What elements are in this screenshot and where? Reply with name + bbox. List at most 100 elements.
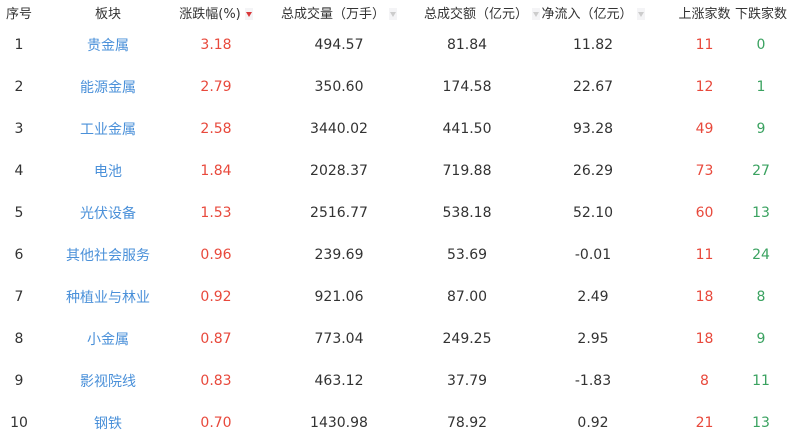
header-amount-label: 总成交额（亿元） bbox=[424, 6, 529, 22]
cell-change: 0.92 bbox=[200, 289, 232, 305]
table-row[interactable]: 7 种植业与林业 0.92 921.06 87.00 2.49 18 8 bbox=[0, 276, 789, 318]
cell-down-count: 11 bbox=[752, 373, 770, 389]
cell-down-count: 27 bbox=[752, 163, 770, 179]
cell-netflow: 11.82 bbox=[572, 37, 614, 53]
cell-volume: 350.60 bbox=[314, 79, 364, 95]
table-row[interactable]: 5 光伏设备 1.53 2516.77 538.18 52.10 60 13 bbox=[0, 192, 789, 234]
cell-change: 3.18 bbox=[200, 37, 232, 53]
cell-volume: 1430.98 bbox=[310, 415, 368, 431]
sort-desc-icon[interactable] bbox=[244, 8, 253, 20]
cell-down-count: 1 bbox=[756, 79, 766, 95]
cell-sector[interactable]: 工业金属 bbox=[80, 122, 136, 138]
cell-volume: 2516.77 bbox=[310, 205, 368, 221]
cell-sector[interactable]: 小金属 bbox=[87, 332, 129, 348]
header-change[interactable]: 涨跌幅(%) bbox=[178, 0, 254, 24]
cell-index: 7 bbox=[14, 289, 24, 305]
cell-down-count: 13 bbox=[752, 415, 770, 431]
cell-change: 0.96 bbox=[200, 247, 232, 263]
header-netflow-label: 净流入（亿元） bbox=[541, 6, 633, 22]
cell-sector[interactable]: 能源金属 bbox=[80, 80, 136, 96]
cell-sector[interactable]: 种植业与林业 bbox=[66, 290, 150, 306]
table-row[interactable]: 1 贵金属 3.18 494.57 81.84 11.82 11 0 bbox=[0, 24, 789, 66]
cell-amount: 87.00 bbox=[446, 289, 488, 305]
cell-down-count: 9 bbox=[756, 331, 766, 347]
cell-sector[interactable]: 电池 bbox=[94, 164, 122, 180]
cell-volume: 463.12 bbox=[314, 373, 364, 389]
header-sector: 板块 bbox=[94, 6, 121, 22]
cell-amount: 53.69 bbox=[446, 247, 488, 263]
header-index: 序号 bbox=[5, 6, 32, 22]
cell-index: 4 bbox=[14, 163, 24, 179]
cell-volume: 921.06 bbox=[314, 289, 364, 305]
cell-netflow: 22.67 bbox=[572, 79, 614, 95]
table-row[interactable]: 2 能源金属 2.79 350.60 174.58 22.67 12 1 bbox=[0, 66, 789, 108]
cell-netflow: -0.01 bbox=[574, 247, 612, 263]
header-volume-label: 总成交量（万手） bbox=[280, 6, 385, 22]
cell-down-count: 13 bbox=[752, 205, 770, 221]
sort-icon[interactable] bbox=[389, 8, 397, 20]
cell-down-count: 8 bbox=[756, 289, 766, 305]
table-row[interactable]: 10 钢铁 0.70 1430.98 78.92 0.92 21 13 bbox=[0, 402, 789, 444]
cell-index: 5 bbox=[14, 205, 24, 221]
cell-up-count: 49 bbox=[695, 121, 714, 137]
header-netflow[interactable]: 净流入（亿元） bbox=[510, 0, 676, 24]
cell-change: 2.79 bbox=[200, 79, 232, 95]
cell-amount: 37.79 bbox=[446, 373, 488, 389]
table-row[interactable]: 3 工业金属 2.58 3440.02 441.50 93.28 49 9 bbox=[0, 108, 789, 150]
cell-amount: 249.25 bbox=[442, 331, 492, 347]
cell-up-count: 73 bbox=[695, 163, 714, 179]
cell-up-count: 11 bbox=[695, 247, 714, 263]
cell-volume: 239.69 bbox=[314, 247, 364, 263]
cell-index: 3 bbox=[14, 121, 24, 137]
sort-icon[interactable] bbox=[532, 8, 541, 20]
cell-netflow: 52.10 bbox=[572, 205, 614, 221]
cell-amount: 78.92 bbox=[446, 415, 488, 431]
cell-index: 2 bbox=[14, 79, 24, 95]
cell-index: 6 bbox=[14, 247, 24, 263]
cell-sector[interactable]: 钢铁 bbox=[94, 416, 122, 432]
cell-netflow: 93.28 bbox=[572, 121, 614, 137]
cell-amount: 174.58 bbox=[442, 79, 492, 95]
cell-up-count: 18 bbox=[695, 289, 714, 305]
cell-netflow: 2.95 bbox=[577, 331, 609, 347]
cell-amount: 538.18 bbox=[442, 205, 492, 221]
cell-amount: 81.84 bbox=[446, 37, 488, 53]
cell-up-count: 11 bbox=[695, 37, 714, 53]
cell-down-count: 24 bbox=[752, 247, 770, 263]
cell-volume: 3440.02 bbox=[310, 121, 368, 137]
sort-icon[interactable] bbox=[636, 8, 645, 20]
cell-index: 1 bbox=[14, 37, 24, 53]
cell-netflow: 0.92 bbox=[577, 415, 609, 431]
header-volume[interactable]: 总成交量（万手） bbox=[254, 0, 424, 24]
cell-sector[interactable]: 光伏设备 bbox=[80, 206, 136, 222]
cell-down-count: 0 bbox=[756, 37, 766, 53]
cell-sector[interactable]: 其他社会服务 bbox=[66, 248, 150, 264]
cell-netflow: 26.29 bbox=[572, 163, 614, 179]
cell-sector[interactable]: 贵金属 bbox=[87, 38, 129, 54]
cell-change: 1.53 bbox=[200, 205, 232, 221]
cell-index: 9 bbox=[14, 373, 24, 389]
cell-volume: 773.04 bbox=[314, 331, 364, 347]
table-row[interactable]: 6 其他社会服务 0.96 239.69 53.69 -0.01 11 24 bbox=[0, 234, 789, 276]
cell-change: 0.70 bbox=[200, 415, 232, 431]
cell-up-count: 60 bbox=[695, 205, 714, 221]
header-change-label: 涨跌幅(%) bbox=[179, 6, 241, 22]
cell-volume: 2028.37 bbox=[310, 163, 368, 179]
cell-up-count: 21 bbox=[695, 415, 714, 431]
cell-down-count: 9 bbox=[756, 121, 766, 137]
header-down-count: 下跌家数 bbox=[734, 6, 787, 22]
header-up-count: 上涨家数 bbox=[678, 6, 731, 22]
cell-index: 10 bbox=[10, 415, 28, 431]
cell-sector[interactable]: 影视院线 bbox=[80, 374, 136, 390]
cell-change: 0.87 bbox=[200, 331, 232, 347]
cell-up-count: 12 bbox=[695, 79, 714, 95]
cell-change: 2.58 bbox=[200, 121, 232, 137]
cell-volume: 494.57 bbox=[314, 37, 364, 53]
table-row[interactable]: 8 小金属 0.87 773.04 249.25 2.95 18 9 bbox=[0, 318, 789, 360]
cell-netflow: 2.49 bbox=[577, 289, 609, 305]
header-amount[interactable]: 总成交额（亿元） bbox=[424, 0, 541, 24]
table-row[interactable]: 4 电池 1.84 2028.37 719.88 26.29 73 27 bbox=[0, 150, 789, 192]
table-row[interactable]: 9 影视院线 0.83 463.12 37.79 -1.83 8 11 bbox=[0, 360, 789, 402]
cell-amount: 441.50 bbox=[442, 121, 492, 137]
